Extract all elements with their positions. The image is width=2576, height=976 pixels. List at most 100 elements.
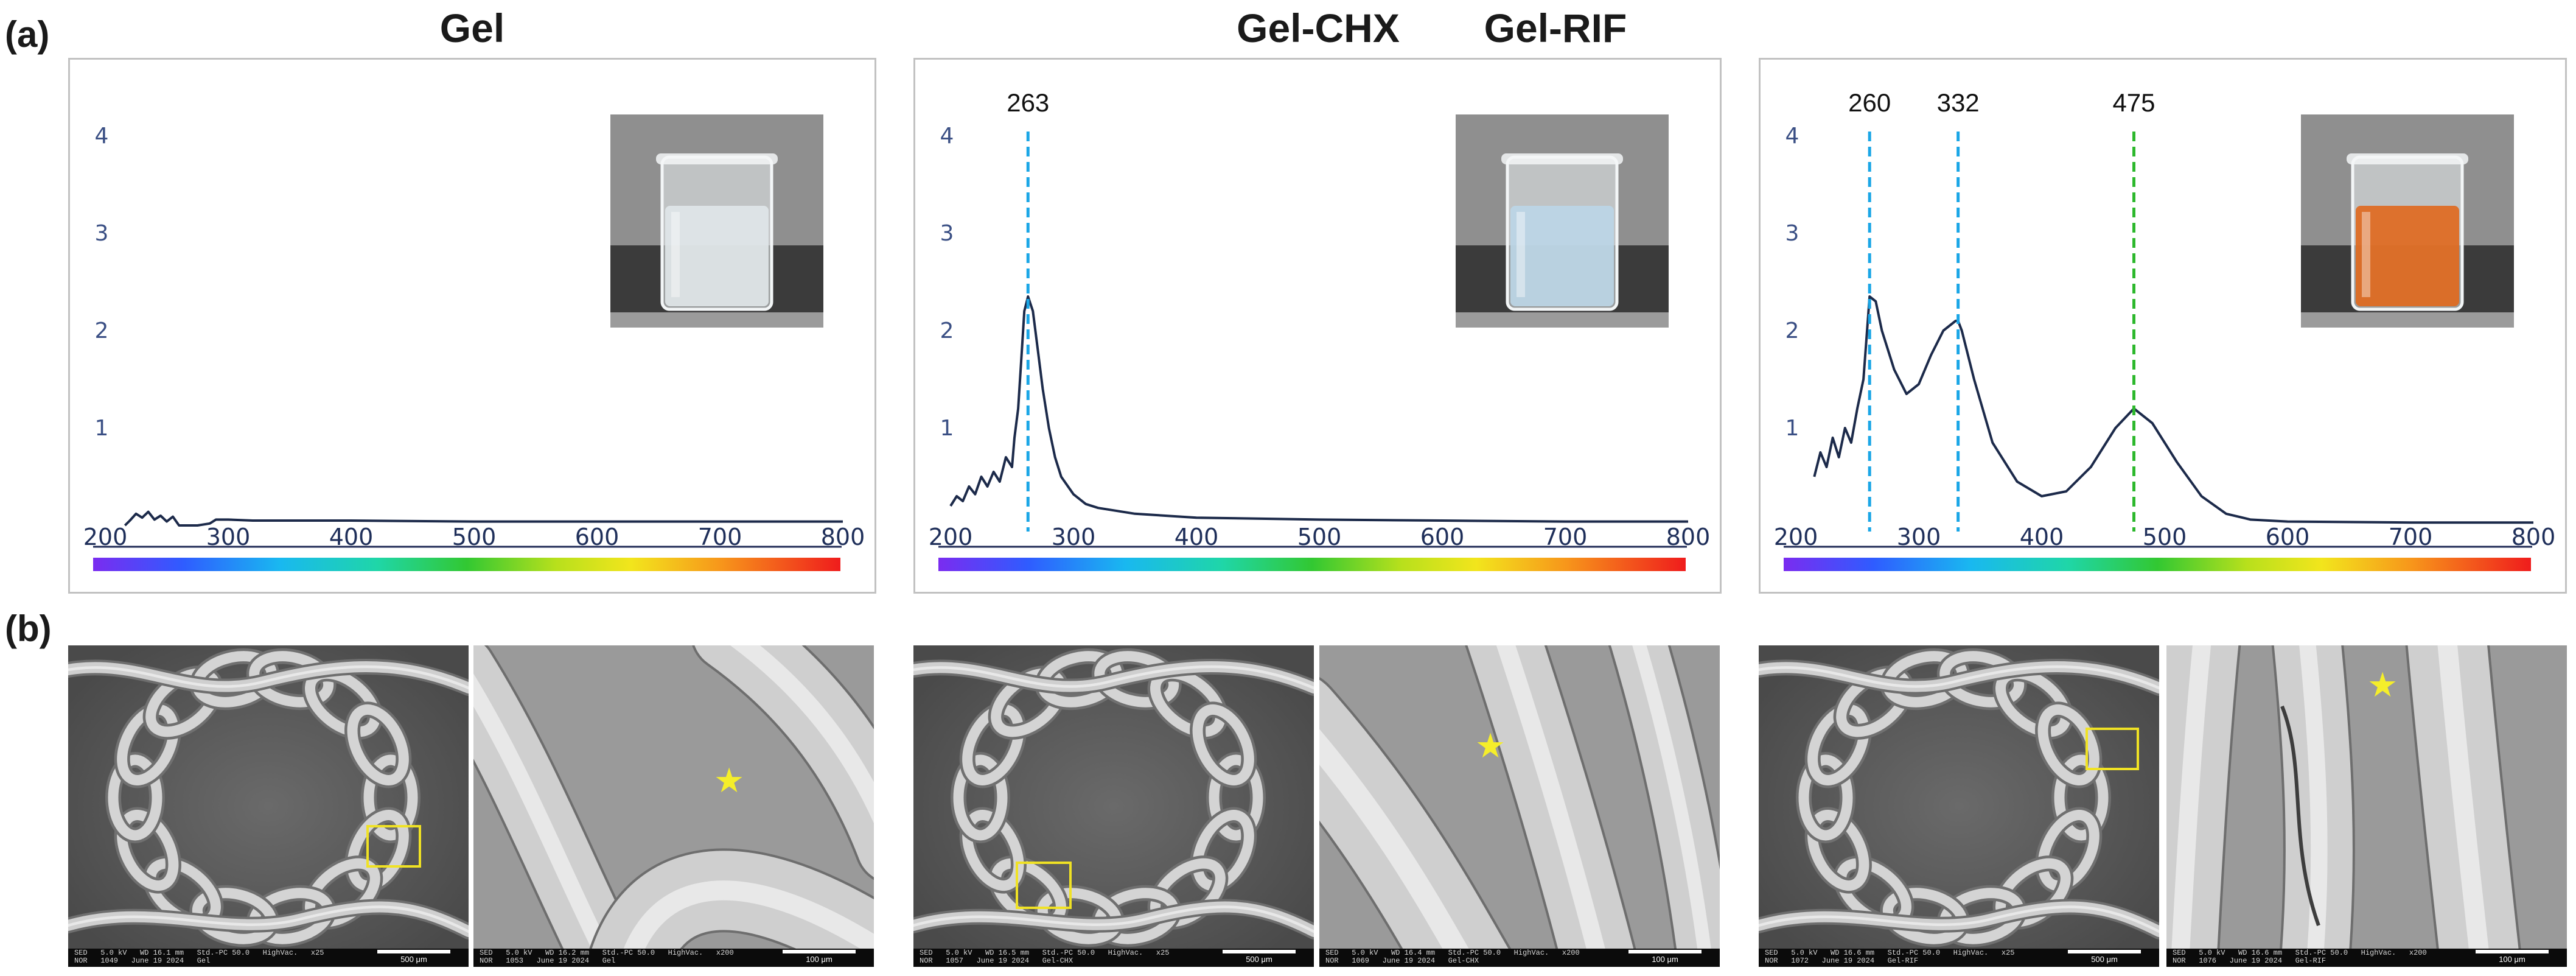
zoom-region-box xyxy=(366,825,421,868)
sem-micrograph xyxy=(1759,645,2159,967)
panel-title-gel-chx: Gel-CHX xyxy=(1237,5,1400,51)
x-tick-label: 400 xyxy=(2020,524,2064,550)
scale-bar: 500 μm xyxy=(1223,950,1296,964)
y-tick-label: 2 xyxy=(940,318,954,343)
beaker-icon xyxy=(1456,114,1669,328)
y-tick-label: 4 xyxy=(1785,124,1799,149)
x-tick-label: 600 xyxy=(575,524,620,550)
beaker-icon xyxy=(610,114,823,328)
star-marker: ★ xyxy=(1475,726,1506,766)
peak-label: 475 xyxy=(2112,88,2155,117)
sem-image-gel-chx-high: ★ SED 5.0 kV WD 16.4 mm Std.-PC 50.0 Hig… xyxy=(1319,645,1720,967)
section-label-b: (b) xyxy=(5,608,52,649)
sem-metadata: SED 5.0 kV WD 16.1 mm Std.-PC 50.0 HighV… xyxy=(74,949,324,965)
beaker-photo-gel-chx xyxy=(1456,114,1669,328)
sem-info-bar: SED 5.0 kV WD 16.5 mm Std.-PC 50.0 HighV… xyxy=(913,949,1314,967)
x-tick-label: 800 xyxy=(821,524,865,550)
x-tick-label: 500 xyxy=(452,524,497,550)
scale-bar: 100 μm xyxy=(1628,950,1702,964)
y-tick-label: 4 xyxy=(940,124,954,149)
x-tick-label: 500 xyxy=(1297,524,1342,550)
x-tick-label: 500 xyxy=(2143,524,2187,550)
y-tick-label: 1 xyxy=(95,416,109,441)
y-tick-label: 2 xyxy=(1785,318,1799,343)
beaker-photo-gel-rif xyxy=(2301,114,2514,328)
wavelength-spectrum-bar xyxy=(93,558,840,571)
scale-bar-line xyxy=(1628,950,1702,953)
sem-metadata: SED 5.0 kV WD 16.6 mm Std.-PC 50.0 HighV… xyxy=(2173,949,2427,965)
panel-title-gel: Gel xyxy=(439,5,505,51)
beaker-icon xyxy=(2301,114,2514,328)
x-tick-label: 700 xyxy=(698,524,742,550)
scale-bar: 500 μm xyxy=(377,950,450,964)
scale-bar-line xyxy=(1223,950,1296,953)
x-tick-label: 400 xyxy=(1175,524,1219,550)
sem-image-gel-low: SED 5.0 kV WD 16.1 mm Std.-PC 50.0 HighV… xyxy=(68,645,469,967)
absorbance-curve xyxy=(124,510,843,527)
scale-bar-line xyxy=(377,950,450,953)
y-tick-label: 4 xyxy=(95,124,109,149)
x-tick-label: 700 xyxy=(2389,524,2433,550)
star-marker: ★ xyxy=(2367,665,2398,705)
scale-bar: 100 μm xyxy=(783,950,856,964)
y-tick-label: 2 xyxy=(95,318,109,343)
scale-bar-line xyxy=(783,950,856,953)
star-marker: ★ xyxy=(714,761,745,801)
peak-label: 260 xyxy=(1848,88,1891,117)
scale-bar-label: 500 μm xyxy=(2091,955,2118,964)
x-tick-label: 200 xyxy=(83,524,128,550)
scale-bar-label: 500 μm xyxy=(400,955,427,964)
sem-image-gel-rif-low: SED 5.0 kV WD 16.6 mm Std.-PC 50.0 HighV… xyxy=(1759,645,2159,967)
sem-micrograph xyxy=(473,645,874,967)
scale-bar: 100 μm xyxy=(2476,950,2549,964)
scale-bar-label: 100 μm xyxy=(806,955,832,964)
y-tick-label: 1 xyxy=(940,416,954,441)
sem-micrograph xyxy=(913,645,1314,967)
scale-bar-label: 500 μm xyxy=(1246,955,1272,964)
sem-image-gel-rif-high: ★ SED 5.0 kV WD 16.6 mm Std.-PC 50.0 Hig… xyxy=(2166,645,2567,967)
scale-bar-label: 100 μm xyxy=(2499,955,2525,964)
x-tick-label: 800 xyxy=(2511,524,2556,550)
sem-image-gel-chx-low: SED 5.0 kV WD 16.5 mm Std.-PC 50.0 HighV… xyxy=(913,645,1314,967)
y-tick-label: 3 xyxy=(1785,221,1799,246)
x-tick-label: 200 xyxy=(929,524,973,550)
wavelength-spectrum-bar xyxy=(1784,558,2531,571)
spectrum-chart-gel: 200 300 400 500 600 700 800 1 2 3 4 xyxy=(83,124,865,571)
sem-info-bar: SED 5.0 kV WD 16.6 mm Std.-PC 50.0 HighV… xyxy=(2166,949,2567,967)
sem-metadata: SED 5.0 kV WD 16.6 mm Std.-PC 50.0 HighV… xyxy=(1765,949,2015,965)
x-tick-label: 400 xyxy=(329,524,374,550)
peak-label: 263 xyxy=(1007,88,1049,117)
absorbance-curve xyxy=(949,295,1688,523)
peak-label: 332 xyxy=(1937,88,1980,117)
sem-metadata: SED 5.0 kV WD 16.4 mm Std.-PC 50.0 HighV… xyxy=(1325,949,1580,965)
x-tick-label: 200 xyxy=(1774,524,1818,550)
spectrum-chart-gel-chx: 200 300 400 500 600 700 800 1 2 3 4 263 xyxy=(929,88,1711,571)
zoom-region-box xyxy=(2086,728,2139,770)
sem-info-bar: SED 5.0 kV WD 16.2 mm Std.-PC 50.0 HighV… xyxy=(473,949,874,967)
sem-micrograph xyxy=(2166,645,2567,967)
x-tick-label: 600 xyxy=(2266,524,2310,550)
sem-info-bar: SED 5.0 kV WD 16.4 mm Std.-PC 50.0 HighV… xyxy=(1319,949,1720,967)
x-tick-label: 300 xyxy=(206,524,251,550)
wavelength-spectrum-bar xyxy=(938,558,1686,571)
sem-info-bar: SED 5.0 kV WD 16.1 mm Std.-PC 50.0 HighV… xyxy=(68,949,469,967)
y-tick-label: 3 xyxy=(95,221,109,246)
zoom-region-box xyxy=(1016,862,1072,909)
sem-image-gel-high: ★ SED 5.0 kV WD 16.2 mm Std.-PC 50.0 Hig… xyxy=(473,645,874,967)
scale-bar: 500 μm xyxy=(2068,950,2141,964)
x-tick-label: 300 xyxy=(1052,524,1096,550)
beaker-photo-gel xyxy=(610,114,823,328)
spectrum-chart-gel-rif: 200 300 400 500 600 700 800 1 2 3 4 260 332 475 xyxy=(1774,88,2556,571)
sem-metadata: SED 5.0 kV WD 16.5 mm Std.-PC 50.0 HighV… xyxy=(920,949,1170,965)
panel-title-gel-rif: Gel-RIF xyxy=(1484,5,1627,51)
x-tick-label: 600 xyxy=(1420,524,1465,550)
y-tick-label: 3 xyxy=(940,221,954,246)
absorbance-curve xyxy=(1813,295,2533,524)
section-label-a: (a) xyxy=(5,14,50,55)
scale-bar-label: 100 μm xyxy=(1652,955,1678,964)
x-tick-label: 300 xyxy=(1897,524,1941,550)
scale-bar-line xyxy=(2068,950,2141,953)
x-tick-label: 800 xyxy=(1666,524,1711,550)
sem-micrograph xyxy=(1319,645,1720,967)
sem-metadata: SED 5.0 kV WD 16.2 mm Std.-PC 50.0 HighV… xyxy=(480,949,734,965)
